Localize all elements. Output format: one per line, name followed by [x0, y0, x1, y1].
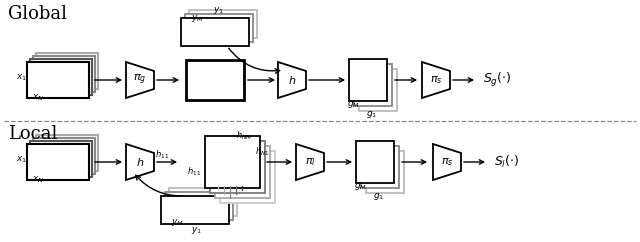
- Bar: [27, 62, 89, 98]
- Bar: [27, 144, 89, 180]
- Text: $x_N$: $x_N$: [32, 93, 44, 103]
- Polygon shape: [422, 62, 450, 98]
- Bar: [33, 56, 95, 92]
- Bar: [165, 192, 233, 220]
- Text: $y_M$: $y_M$: [191, 13, 204, 23]
- Bar: [209, 141, 264, 193]
- Text: $g_M$: $g_M$: [355, 181, 367, 191]
- Bar: [220, 151, 275, 203]
- Bar: [189, 10, 257, 38]
- Polygon shape: [296, 144, 324, 180]
- Bar: [205, 136, 259, 188]
- Bar: [36, 53, 98, 89]
- Bar: [366, 151, 404, 193]
- Text: $S_l(\cdot)$: $S_l(\cdot)$: [494, 154, 520, 170]
- Text: $h_{N1}$: $h_{N1}$: [255, 146, 269, 158]
- Bar: [359, 69, 397, 111]
- Bar: [186, 60, 244, 100]
- Text: $\pi_l$: $\pi_l$: [305, 156, 316, 168]
- Bar: [33, 138, 95, 174]
- Text: $y_1$: $y_1$: [214, 5, 225, 15]
- Bar: [361, 146, 399, 188]
- Polygon shape: [126, 62, 154, 98]
- Text: $y_M$: $y_M$: [171, 217, 184, 227]
- Text: $h_{11}$: $h_{11}$: [155, 149, 169, 161]
- Text: $g_M$: $g_M$: [348, 98, 360, 109]
- Text: $x_N$: $x_N$: [32, 175, 44, 185]
- Text: $x_1$: $x_1$: [17, 155, 28, 165]
- Bar: [185, 14, 253, 42]
- Bar: [181, 18, 249, 46]
- Bar: [214, 146, 269, 198]
- Bar: [349, 59, 387, 101]
- Bar: [161, 196, 229, 224]
- Text: $x_1$: $x_1$: [17, 73, 28, 83]
- Text: $\pi_g$: $\pi_g$: [133, 73, 147, 87]
- Text: $h$: $h$: [288, 74, 296, 86]
- Text: Local: Local: [8, 125, 58, 143]
- Polygon shape: [278, 62, 306, 98]
- Bar: [354, 64, 392, 106]
- Text: $h$: $h$: [136, 156, 144, 168]
- Text: $\pi_s$: $\pi_s$: [429, 74, 442, 86]
- Bar: [356, 141, 394, 183]
- Text: $h_{NM}$: $h_{NM}$: [236, 130, 252, 142]
- Bar: [30, 141, 92, 177]
- Bar: [36, 135, 98, 171]
- Text: $g_1$: $g_1$: [373, 190, 385, 202]
- Text: $S_g(\cdot)$: $S_g(\cdot)$: [483, 71, 511, 89]
- Polygon shape: [126, 144, 154, 180]
- Text: $h_{11}$: $h_{11}$: [187, 166, 201, 178]
- Text: $g_1$: $g_1$: [366, 108, 378, 120]
- Text: $\pi_s$: $\pi_s$: [441, 156, 453, 168]
- Text: Global: Global: [8, 5, 67, 23]
- Bar: [169, 188, 237, 216]
- Text: $y_1$: $y_1$: [191, 225, 202, 235]
- Polygon shape: [433, 144, 461, 180]
- Bar: [30, 59, 92, 95]
